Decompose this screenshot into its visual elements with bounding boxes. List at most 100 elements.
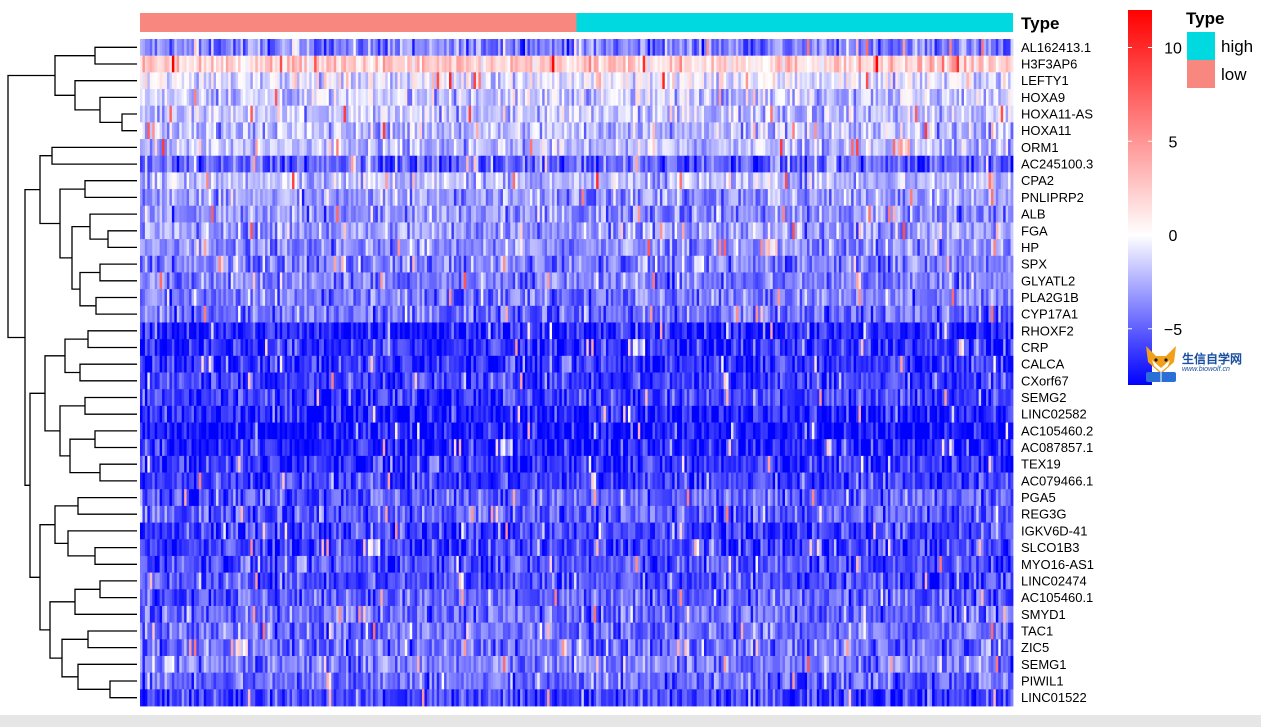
heat-cell	[662, 189, 666, 207]
heat-cell	[309, 89, 313, 107]
heat-cell	[912, 39, 916, 57]
heat-cell	[448, 172, 452, 190]
heat-cell	[608, 89, 612, 107]
heat-cell	[566, 89, 570, 107]
heat-cell	[809, 155, 813, 173]
heat-cell	[566, 205, 570, 223]
heat-cell	[677, 39, 680, 57]
heat-cell	[532, 139, 536, 157]
heat-cell	[466, 122, 469, 140]
heat-cell	[883, 155, 886, 173]
heat-cell	[429, 55, 433, 73]
heat-cell	[733, 89, 737, 107]
heat-cell	[848, 105, 852, 123]
heat-cell	[358, 89, 362, 107]
heat-cell	[784, 189, 788, 207]
heat-cell	[929, 155, 933, 173]
heat-cell	[191, 105, 195, 123]
heat-cell	[610, 239, 614, 257]
heat-cell	[821, 39, 825, 57]
heat-cell	[174, 255, 178, 273]
heat-cell	[230, 89, 234, 107]
heat-cell	[544, 55, 548, 73]
heat-cell	[561, 255, 565, 273]
heat-cell	[490, 139, 494, 157]
heat-cell	[547, 239, 550, 257]
heat-cell	[978, 89, 982, 107]
heat-cell	[196, 172, 200, 190]
heat-cell	[267, 89, 271, 107]
heat-cell	[424, 239, 428, 257]
heat-cell	[500, 89, 504, 107]
heat-cell	[355, 122, 359, 140]
heat-cell	[583, 139, 587, 157]
heat-cell	[986, 122, 989, 140]
heat-cell	[262, 222, 266, 240]
heat-cell	[623, 89, 626, 107]
heat-cell	[154, 72, 158, 90]
heat-cell	[1000, 172, 1004, 190]
heat-cell	[738, 39, 742, 57]
heat-cell	[576, 55, 580, 73]
heat-cell	[223, 222, 227, 240]
heat-cell	[512, 239, 516, 257]
heat-cell	[765, 39, 769, 57]
heat-cell	[988, 89, 992, 107]
heat-cell	[439, 39, 443, 57]
heat-cell	[458, 155, 462, 173]
heat-cell	[287, 239, 290, 257]
heat-cell	[561, 172, 565, 190]
heat-cell	[314, 255, 317, 273]
heat-cell	[659, 55, 663, 73]
heat-cell	[765, 139, 769, 157]
heat-cell	[701, 139, 705, 157]
heat-cell	[534, 39, 538, 57]
heat-cell	[233, 55, 237, 73]
heat-cell	[392, 122, 396, 140]
heat-cell	[1003, 122, 1007, 140]
heat-cell	[233, 172, 237, 190]
heat-cell	[287, 222, 290, 240]
heat-cell	[883, 139, 886, 157]
heat-cell	[740, 239, 744, 257]
heat-cell	[429, 139, 433, 157]
heat-cell	[735, 39, 739, 57]
heat-cell	[228, 55, 232, 73]
heat-cell	[831, 139, 835, 157]
heat-cell	[483, 239, 487, 257]
heat-cell	[971, 39, 975, 57]
heat-cell	[461, 222, 465, 240]
heat-cell	[963, 105, 967, 123]
heat-cell	[468, 72, 472, 90]
heat-cell	[429, 89, 433, 107]
heat-cell	[348, 255, 352, 273]
heat-cell	[677, 255, 680, 273]
heat-cell	[392, 172, 396, 190]
heat-cell	[588, 239, 592, 257]
heat-cell	[598, 89, 602, 107]
heat-cell	[211, 139, 214, 157]
heat-cell	[365, 172, 369, 190]
heat-cell	[159, 239, 163, 257]
heat-cell	[993, 139, 997, 157]
heat-cell	[453, 139, 457, 157]
heat-cell	[593, 39, 597, 57]
heat-cell	[142, 239, 146, 257]
heat-cell	[176, 239, 180, 257]
heat-cell	[255, 155, 259, 173]
heat-cell	[951, 239, 955, 257]
heat-cell	[414, 72, 418, 90]
heat-cell	[821, 122, 825, 140]
heat-cell	[498, 55, 501, 73]
heat-cell	[299, 155, 303, 173]
heat-cell	[868, 239, 872, 257]
heat-cell	[863, 72, 867, 90]
heat-cell	[784, 222, 788, 240]
heat-cell	[358, 155, 362, 173]
heat-cell	[363, 255, 366, 273]
heat-cell	[235, 205, 239, 223]
heat-cell	[444, 255, 447, 273]
heat-cell	[355, 139, 359, 157]
heat-cell	[711, 105, 715, 123]
heat-cell	[772, 105, 776, 123]
